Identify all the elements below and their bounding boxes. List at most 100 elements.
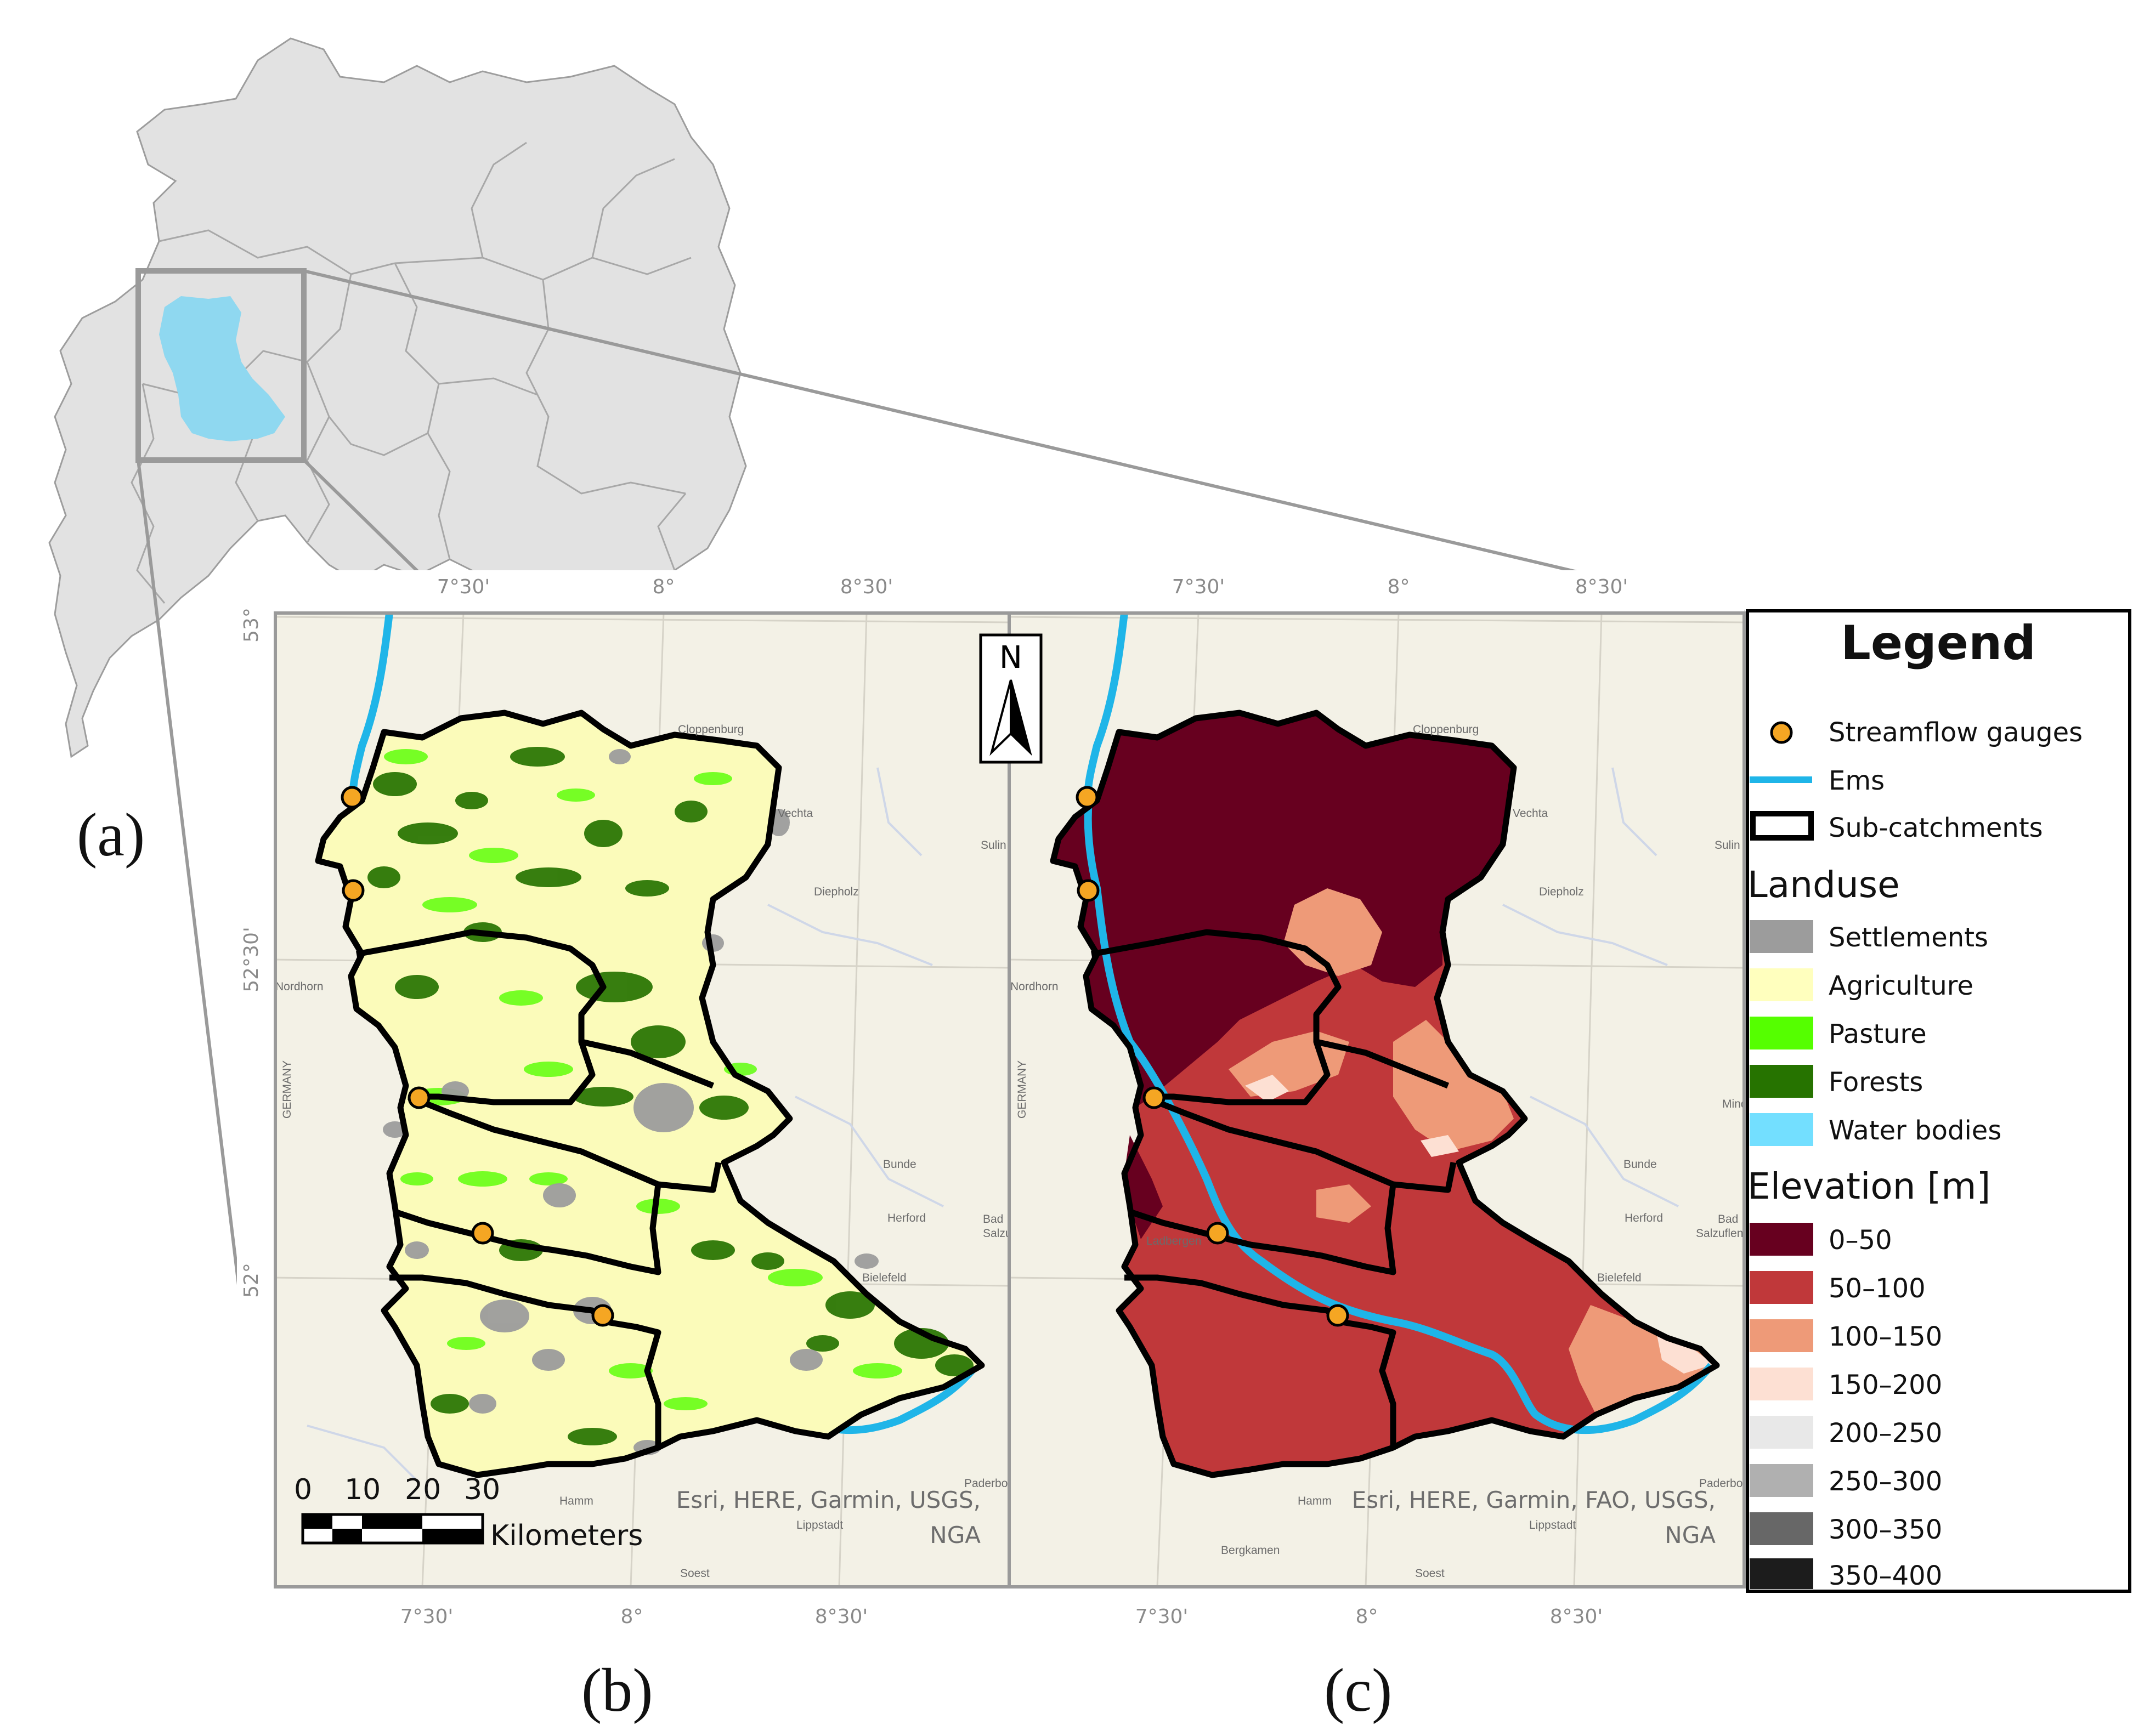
legend-label: Water bodies: [1829, 1115, 2001, 1146]
lon-tick-bottom: 7°30': [1135, 1605, 1189, 1628]
town-label: Soest: [680, 1567, 710, 1580]
streamflow-gauges-c: [1076, 786, 1349, 1327]
elevation-150-200-patch: [1421, 1135, 1459, 1157]
legend-label: 350–400: [1829, 1561, 1942, 1591]
town-label: Bunde: [883, 1158, 916, 1171]
catchment-symbol-icon: [1750, 811, 1814, 841]
town-label: Salzuflen: [983, 1227, 1030, 1240]
panel-label-a: (a): [77, 801, 145, 869]
lon-tick-top: 8°: [653, 576, 675, 598]
scale-tick-label: 30: [464, 1473, 500, 1506]
legend-label: 250–300: [1829, 1466, 1942, 1497]
legend-swatch: [1750, 1464, 1813, 1497]
landuse-map-panel: Cloppenburg Vechta Sulin Diepholz Nordho…: [240, 576, 1030, 1628]
legend-swatch: [1750, 920, 1813, 953]
town-label: Vechta: [1513, 807, 1548, 820]
legend-swatch: [1750, 1223, 1813, 1256]
lon-tick-top: 7°30': [437, 576, 490, 598]
town-label: Cloppenburg: [1413, 723, 1479, 736]
town-label: Cloppenburg: [678, 723, 744, 736]
legend-swatch: [1750, 968, 1813, 1001]
scale-bar: 0 10 20 30 Kilometers: [294, 1473, 643, 1552]
legend-swatch: [1750, 1319, 1813, 1352]
town-label: Herford: [1625, 1212, 1663, 1224]
legend-swatch: [1750, 1558, 1813, 1589]
state-boundaries: [131, 141, 692, 604]
panel-label-b: (b): [581, 1656, 653, 1724]
town-label: Nordhorn: [275, 980, 324, 993]
gauge-marker: [471, 1222, 494, 1245]
legend-panel: Legend Streamflow gauges Ems Sub-catchme…: [1746, 609, 2131, 1593]
legend-label: Ems: [1829, 765, 1885, 796]
town-label: Sulin: [1715, 839, 1740, 852]
elevation-100-150-patch: [1316, 1184, 1371, 1223]
gauge-marker: [1326, 1304, 1349, 1327]
town-label: Paderbor: [1699, 1477, 1746, 1490]
town-label: GERMANY: [1016, 1060, 1028, 1119]
gauge-marker: [341, 786, 364, 809]
lon-tick-bottom: 8°30': [1550, 1605, 1603, 1628]
gauge-marker: [408, 1086, 431, 1109]
town-label: Paderborn: [964, 1477, 1018, 1490]
legend-swatch: [1750, 1512, 1813, 1545]
legend-swatch: [1750, 1271, 1813, 1304]
landuse-heading: Landuse: [1747, 864, 1900, 906]
gauge-marker: [1076, 786, 1099, 809]
elevation-150-200-patch: [1245, 1075, 1289, 1102]
legend-swatch: [1750, 1113, 1813, 1146]
gauge-marker: [1077, 879, 1100, 902]
legend-label: Agriculture: [1829, 971, 1973, 1001]
elevation-0-50: [1053, 713, 1514, 1108]
legend-label: 50–100: [1829, 1273, 1926, 1304]
town-label: Bad: [1718, 1213, 1738, 1226]
basemap-roads-b: [307, 767, 944, 1482]
legend-label: 0–50: [1829, 1225, 1892, 1256]
panel-label-c: (c): [1324, 1656, 1392, 1724]
ems-catchment-highlight: [159, 296, 285, 441]
elevation-raster: [1053, 713, 1717, 1475]
legend-label: 100–150: [1829, 1321, 1942, 1352]
elevation-map-panel: Cloppenburg Vechta Sulin Diepholz Nordho…: [1008, 576, 1746, 1628]
legend-label: Pasture: [1829, 1019, 1927, 1049]
basemap-roads-c: [1502, 767, 1679, 1207]
scale-bar-segment: [332, 1529, 362, 1543]
lon-tick-top: 8°30': [1575, 576, 1628, 598]
town-label: Nordhorn: [1010, 980, 1059, 993]
legend-swatch: [1750, 1416, 1813, 1449]
attribution-line: NGA: [1665, 1522, 1716, 1548]
legend-title: Legend: [1841, 616, 2036, 671]
town-label: Hamm: [1298, 1495, 1332, 1507]
elevation-100-150-patch: [1569, 1305, 1717, 1415]
town-labels-b: Cloppenburg Vechta Sulin Diepholz Nordho…: [275, 723, 1030, 1580]
north-arrow-right-half: [1010, 679, 1032, 756]
map-c-frame: [1008, 611, 1746, 1589]
elevation-heading: Elevation [m]: [1747, 1165, 1990, 1207]
scale-tick-label: 0: [294, 1473, 312, 1506]
town-label: Bielefeld: [862, 1272, 907, 1284]
lat-tick-left: 52°: [240, 1263, 263, 1298]
lon-tick-top: 7°30': [1172, 576, 1225, 598]
scale-bar-segment: [362, 1514, 422, 1529]
town-label: Bunde: [1623, 1158, 1657, 1171]
legend-swatch: [1750, 1065, 1813, 1098]
north-letter: N: [999, 640, 1022, 676]
town-label: Sulin: [981, 839, 1006, 852]
lon-tick-bottom: 8°: [1356, 1605, 1378, 1628]
town-label: Diepholz: [814, 886, 859, 898]
lon-tick-top: 8°30': [840, 576, 893, 598]
lon-tick-bottom: 8°: [621, 1605, 643, 1628]
gauge-marker: [1142, 1086, 1165, 1109]
attribution-line: Esri, HERE, Garmin, FAO, USGS,: [1352, 1487, 1716, 1513]
study-area-box: [135, 268, 307, 463]
scale-tick-label: 10: [344, 1473, 381, 1506]
gauge-marker: [1206, 1222, 1229, 1245]
town-label: Diepholz: [1539, 886, 1584, 898]
legend-label: 150–200: [1829, 1370, 1942, 1400]
town-label: Bad: [983, 1213, 1003, 1226]
scale-unit: Kilometers: [490, 1519, 643, 1552]
town-label: GERMANY: [281, 1060, 293, 1119]
legend-label: Sub-catchments: [1829, 813, 2043, 843]
town-label: Bergkamen: [1221, 1544, 1280, 1557]
town-label: Salzuflen: [1696, 1227, 1743, 1240]
